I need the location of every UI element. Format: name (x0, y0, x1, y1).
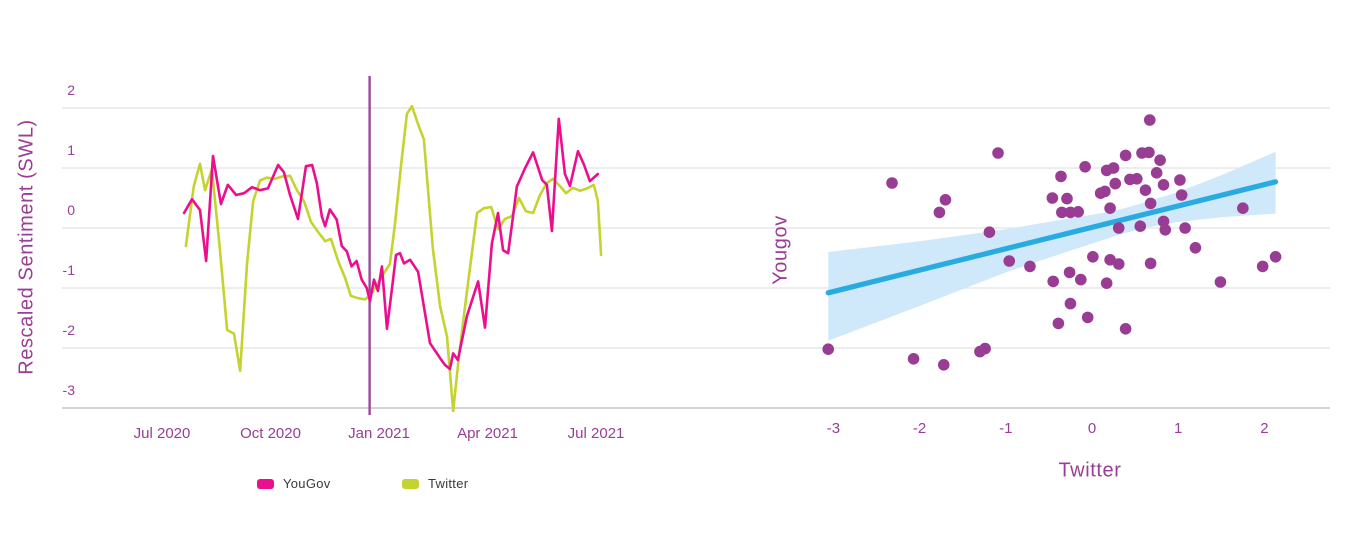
scatter-point (1131, 173, 1143, 185)
scatter-point (1063, 266, 1076, 279)
y-tick-label: -1 (62, 262, 75, 278)
scatter-point (1175, 189, 1188, 201)
scatter-point (1052, 317, 1065, 330)
scatter-point (1139, 184, 1152, 196)
scatter-point (1189, 242, 1202, 254)
twitter-line (184, 104, 603, 413)
scatter-y-axis-title: Yougov (769, 215, 792, 285)
scatter-point (1119, 149, 1132, 162)
scatter-x-tick-label: -3 (826, 420, 841, 437)
scatter-point (939, 194, 952, 206)
scatter-point (1104, 202, 1116, 214)
scatter-point (1024, 260, 1036, 273)
scatter-point (1064, 297, 1077, 310)
scatter-point (1144, 257, 1157, 270)
x-tick-label: Jul 2020 (133, 425, 191, 442)
scatter-x-tick-label: -2 (912, 420, 927, 437)
twitter-legend-label: Twitter (428, 476, 469, 491)
scatter-point (1237, 202, 1249, 214)
scatter-point (1143, 114, 1156, 126)
scatter-point (1154, 154, 1166, 166)
scatter-x-tick-label: 1 (1174, 420, 1183, 437)
scatter-point (1179, 222, 1191, 234)
scatter-point (1087, 250, 1099, 263)
scatter-point (1143, 146, 1155, 159)
yougov-line (182, 117, 600, 371)
scatter-x-tick-label: 2 (1260, 420, 1269, 437)
scatter-point (1104, 253, 1116, 266)
scatter-point (983, 226, 996, 238)
x-tick-label: Jul 2021 (567, 425, 625, 442)
confidence-band (828, 151, 1276, 341)
scatter-point (1107, 162, 1120, 174)
x-tick-label: Oct 2020 (240, 425, 301, 442)
y-tick-label: 1 (67, 142, 75, 158)
scatter-point (933, 206, 946, 219)
y-tick-label: -3 (62, 382, 75, 398)
y-tick-label: -2 (62, 322, 75, 338)
y-tick-label: 0 (67, 202, 75, 218)
x-tick-label: Apr 2021 (457, 425, 518, 442)
scatter-x-axis-title: Twitter (1058, 459, 1122, 482)
scatter-point (1174, 174, 1186, 186)
scatter-point (886, 177, 898, 189)
legend-item-twitter: Twitter (402, 476, 468, 491)
scatter-point (1046, 192, 1059, 204)
scatter-point (1150, 167, 1163, 179)
scatter-point (1081, 311, 1094, 324)
scatter-point (1061, 192, 1073, 205)
scatter-point (1119, 323, 1132, 335)
scatter-point (822, 343, 835, 356)
scatter-point (1047, 275, 1060, 288)
legend-item-yougov: YouGov (257, 476, 331, 491)
yougov-legend-label: YouGov (283, 476, 331, 491)
scatter-point (1055, 170, 1067, 183)
y-tick-label: 2 (67, 82, 75, 98)
scatter-point (1214, 276, 1227, 288)
scatter-point (1109, 177, 1122, 190)
scatter-point (907, 353, 920, 365)
yougov-legend-swatch (257, 478, 274, 489)
scatter-point (1074, 273, 1087, 286)
scatter-point (937, 359, 950, 371)
scatter-point (1100, 277, 1113, 290)
scatter-point (1003, 255, 1016, 267)
scatter-point (992, 147, 1004, 159)
scatter-point (1099, 185, 1111, 198)
scatter-point (1159, 224, 1172, 236)
scatter-point (1056, 206, 1068, 219)
scatter-x-tick-label: 0 (1087, 420, 1097, 437)
regression-line (825, 179, 1279, 296)
scatter-point (1157, 179, 1170, 191)
twitter-legend-swatch (402, 478, 419, 489)
scatter-point (1269, 250, 1282, 263)
scatter-point (1256, 260, 1269, 273)
scatter-point (1134, 220, 1147, 232)
scatter-point (979, 342, 991, 355)
scatter-point (1112, 222, 1125, 234)
scatter-point (1079, 161, 1091, 173)
scatter-point (1144, 197, 1157, 210)
x-tick-label: Jan 2021 (348, 425, 410, 442)
scatter-x-tick-label: -1 (999, 420, 1013, 437)
scatter-point (1072, 206, 1085, 218)
scatter-point (1112, 258, 1125, 270)
